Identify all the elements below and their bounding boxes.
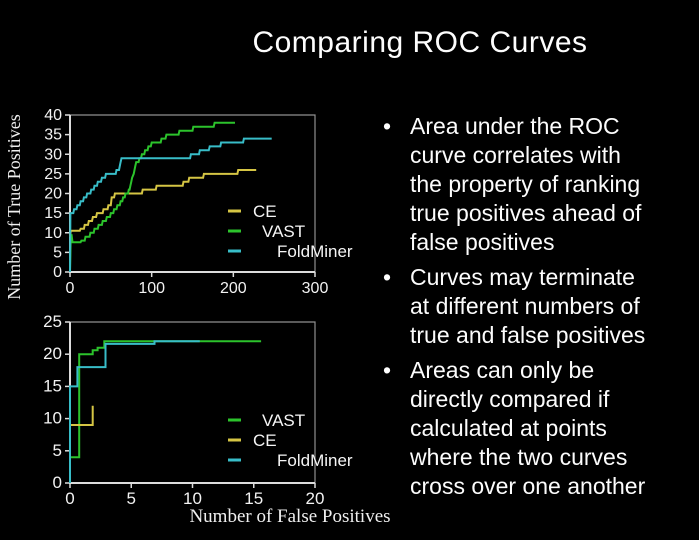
bullet-line: directly compared if — [410, 386, 610, 412]
series-line-VAST — [70, 340, 262, 459]
x-tick-label: 300 — [302, 280, 329, 294]
y-tick-label: 15 — [44, 205, 62, 222]
legend-label-VAST: VAST — [262, 222, 305, 241]
bullet-item: • Curves may terminate at different number… — [381, 263, 697, 350]
bullet-line: false positives — [410, 229, 555, 255]
y-tick-label: 0 — [53, 473, 62, 492]
x-tick-label: 10 — [183, 489, 202, 508]
bullet-dot: • — [383, 264, 392, 290]
x-tick-label: 15 — [244, 489, 263, 508]
bullet-line: true positives ahead of — [410, 200, 642, 226]
plot-box — [70, 321, 316, 483]
y-tick-label: 20 — [44, 186, 62, 203]
bullet-line: the property of ranking — [410, 171, 641, 197]
legend-label-CE: CE — [253, 431, 277, 450]
y-tick-label: 20 — [43, 344, 62, 363]
slide-title: Comparing ROC Curves — [252, 26, 588, 59]
bullet-item: • Areas can only be directly compared if ca… — [381, 356, 697, 501]
x-tick-label: 20 — [306, 489, 325, 508]
legend-label-CE: CE — [253, 202, 277, 221]
roc-chart-top: 0 100 200 300 0 5 10 15 20 25 30 35 40 CEVASTFoldMine… — [44, 107, 353, 294]
bullet-line: calculated at points — [410, 415, 607, 441]
bullet-line: Area under the ROC — [410, 113, 620, 139]
bullet-line: true and false positives — [410, 322, 646, 348]
x-axis-label: Number of False Positives — [189, 506, 391, 527]
y-tick-label: 25 — [44, 166, 62, 183]
x-tick-label: 0 — [65, 489, 74, 508]
series-line-CE — [70, 405, 94, 426]
bullet-line: cross over one another — [410, 473, 646, 499]
y-tick-label: 5 — [53, 441, 62, 460]
y-tick-label: 0 — [53, 264, 62, 281]
y-axis-label: Number of True Positives — [4, 114, 24, 300]
series-line-CE — [69, 169, 257, 237]
legend-label-FoldMiner: FoldMiner — [277, 242, 353, 261]
plot-box — [70, 114, 316, 272]
bullet-line: Curves may terminate — [410, 264, 635, 290]
y-tick-label: 40 — [44, 107, 62, 124]
legend-label-VAST: VAST — [262, 411, 305, 430]
x-tick-label: 5 — [127, 489, 136, 508]
series-line-VAST — [69, 121, 235, 273]
bullet-line: Areas can only be — [410, 357, 595, 383]
bullet-list: • Area under the ROC curve correlates with… — [381, 112, 697, 507]
x-tick-label: 200 — [220, 280, 247, 294]
series-line-FoldMiner — [69, 137, 272, 273]
bullet-item: • Area under the ROC curve correlates with… — [381, 112, 697, 257]
y-tick-label: 30 — [44, 146, 62, 163]
y-tick-label: 25 — [43, 312, 62, 331]
y-tick-label: 10 — [44, 225, 62, 242]
y-tick-label: 15 — [43, 376, 62, 395]
bullet-line: where the two curves — [410, 444, 628, 470]
x-tick-label: 0 — [66, 280, 75, 294]
y-tick-label: 10 — [43, 409, 62, 428]
legend-label-FoldMiner: FoldMiner — [277, 451, 353, 470]
x-tick-label: 100 — [138, 280, 165, 294]
bullet-line: curve correlates with — [410, 142, 621, 168]
bullet-line: at different numbers of — [410, 293, 640, 319]
bullet-dot: • — [383, 357, 392, 383]
bullet-dot: • — [383, 113, 392, 139]
y-tick-label: 5 — [53, 244, 62, 261]
y-tick-label: 35 — [44, 127, 62, 144]
series-line-FoldMiner — [69, 340, 200, 483]
